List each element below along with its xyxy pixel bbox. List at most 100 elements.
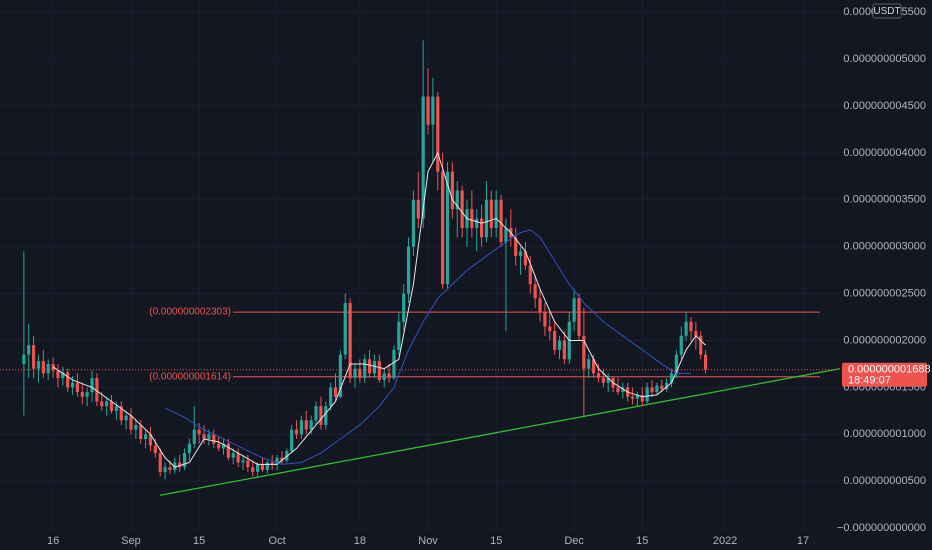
x-tick-label: Sep (121, 535, 141, 547)
candle-body (635, 394, 640, 399)
candle-body (158, 453, 162, 472)
candle-body (411, 199, 416, 247)
y-tick-label: 0.000000004000 (843, 147, 926, 159)
candle-body (523, 251, 528, 266)
candle-body (592, 359, 596, 374)
candle-body (416, 199, 420, 219)
candle-body (402, 293, 406, 322)
candle-body (333, 387, 338, 397)
currency-label: USDT (873, 6, 900, 17)
candle-body (124, 415, 128, 421)
candle-body (562, 340, 566, 360)
candle-body (655, 385, 659, 393)
candle-body (445, 171, 450, 285)
candle-body (475, 218, 479, 228)
candle-body (543, 312, 547, 327)
x-tick-label: 17 (797, 535, 809, 547)
moving-average (164, 229, 691, 465)
candle-body (153, 445, 157, 454)
candle-body (256, 464, 260, 472)
candle-body (582, 335, 586, 369)
candle-body (684, 321, 688, 336)
candle-body (324, 406, 328, 425)
candle-body (499, 199, 503, 243)
candle-body (694, 331, 698, 336)
candle-body (197, 429, 201, 435)
last-price-label: 0.000000001688 (848, 364, 931, 376)
candle-body (173, 462, 177, 470)
candle-body (406, 246, 411, 294)
candle-body (548, 326, 552, 332)
candle-body (645, 387, 649, 402)
candle-body (504, 227, 508, 243)
y-tick-label: 0.000000004500 (843, 100, 926, 112)
candle-body (484, 199, 489, 238)
candle-body (426, 96, 430, 125)
y-tick-label: 0.000000000500 (843, 475, 926, 487)
candle-body (100, 401, 104, 407)
candle-body (533, 284, 537, 299)
y-tick-label: 0.000000002000 (843, 334, 926, 346)
candle-body (699, 335, 703, 355)
candle-body (660, 385, 664, 390)
candle-body (109, 401, 114, 411)
candle-body (679, 335, 683, 355)
candle-body (372, 361, 377, 374)
candle-body (139, 424, 143, 440)
candle-body (217, 443, 221, 449)
candle-body (80, 392, 84, 397)
candle-body (353, 368, 357, 379)
candle-body (260, 464, 265, 470)
candle-body (221, 443, 226, 449)
candle-body (299, 420, 304, 435)
candle-body (640, 394, 644, 402)
candle-body (61, 372, 65, 379)
candle-body (56, 370, 60, 379)
candle-body (309, 420, 313, 430)
last-price-badge (842, 362, 927, 387)
candle-body (294, 429, 299, 435)
candle-body (616, 387, 620, 393)
candle-body (363, 359, 367, 379)
candle-body (226, 443, 230, 458)
candle-body (75, 382, 80, 393)
candle-body (489, 199, 493, 228)
candle-body (270, 462, 274, 465)
candle-body (90, 378, 94, 393)
candle-body (280, 457, 284, 461)
candle-body (144, 434, 148, 440)
candle-body (669, 373, 674, 383)
candle-body (421, 96, 425, 219)
candle-body (129, 415, 133, 430)
x-tick-label: 18 (354, 535, 366, 547)
y-tick-label: 0.000000002500 (843, 288, 926, 300)
candle-body (314, 406, 318, 421)
candle-body (397, 321, 401, 350)
candle-body (518, 251, 523, 257)
candle-body (674, 354, 678, 374)
candle-body (114, 406, 118, 411)
candle-body (32, 345, 36, 369)
x-tick-label: Oct (269, 535, 286, 547)
candle-body (231, 453, 235, 458)
candle-body (275, 457, 279, 465)
candle-body (601, 378, 605, 383)
y-tick-label: 0.000000003000 (843, 241, 926, 253)
candle-body (236, 453, 240, 463)
candle-body (105, 401, 109, 407)
x-tick-label: Dec (564, 535, 584, 547)
currency-badge (872, 3, 902, 19)
candle-body (577, 298, 581, 336)
level-label: (0.000000001614) (149, 371, 231, 382)
candle-body (596, 373, 601, 379)
candle-body (178, 462, 182, 468)
candle-body (134, 424, 138, 430)
candle-body (587, 359, 591, 369)
candle-body (85, 392, 89, 397)
candle-body (630, 396, 635, 399)
candle-body (689, 321, 693, 332)
candle-body (665, 382, 669, 390)
candle-body (450, 171, 454, 210)
candle-body (95, 378, 99, 402)
